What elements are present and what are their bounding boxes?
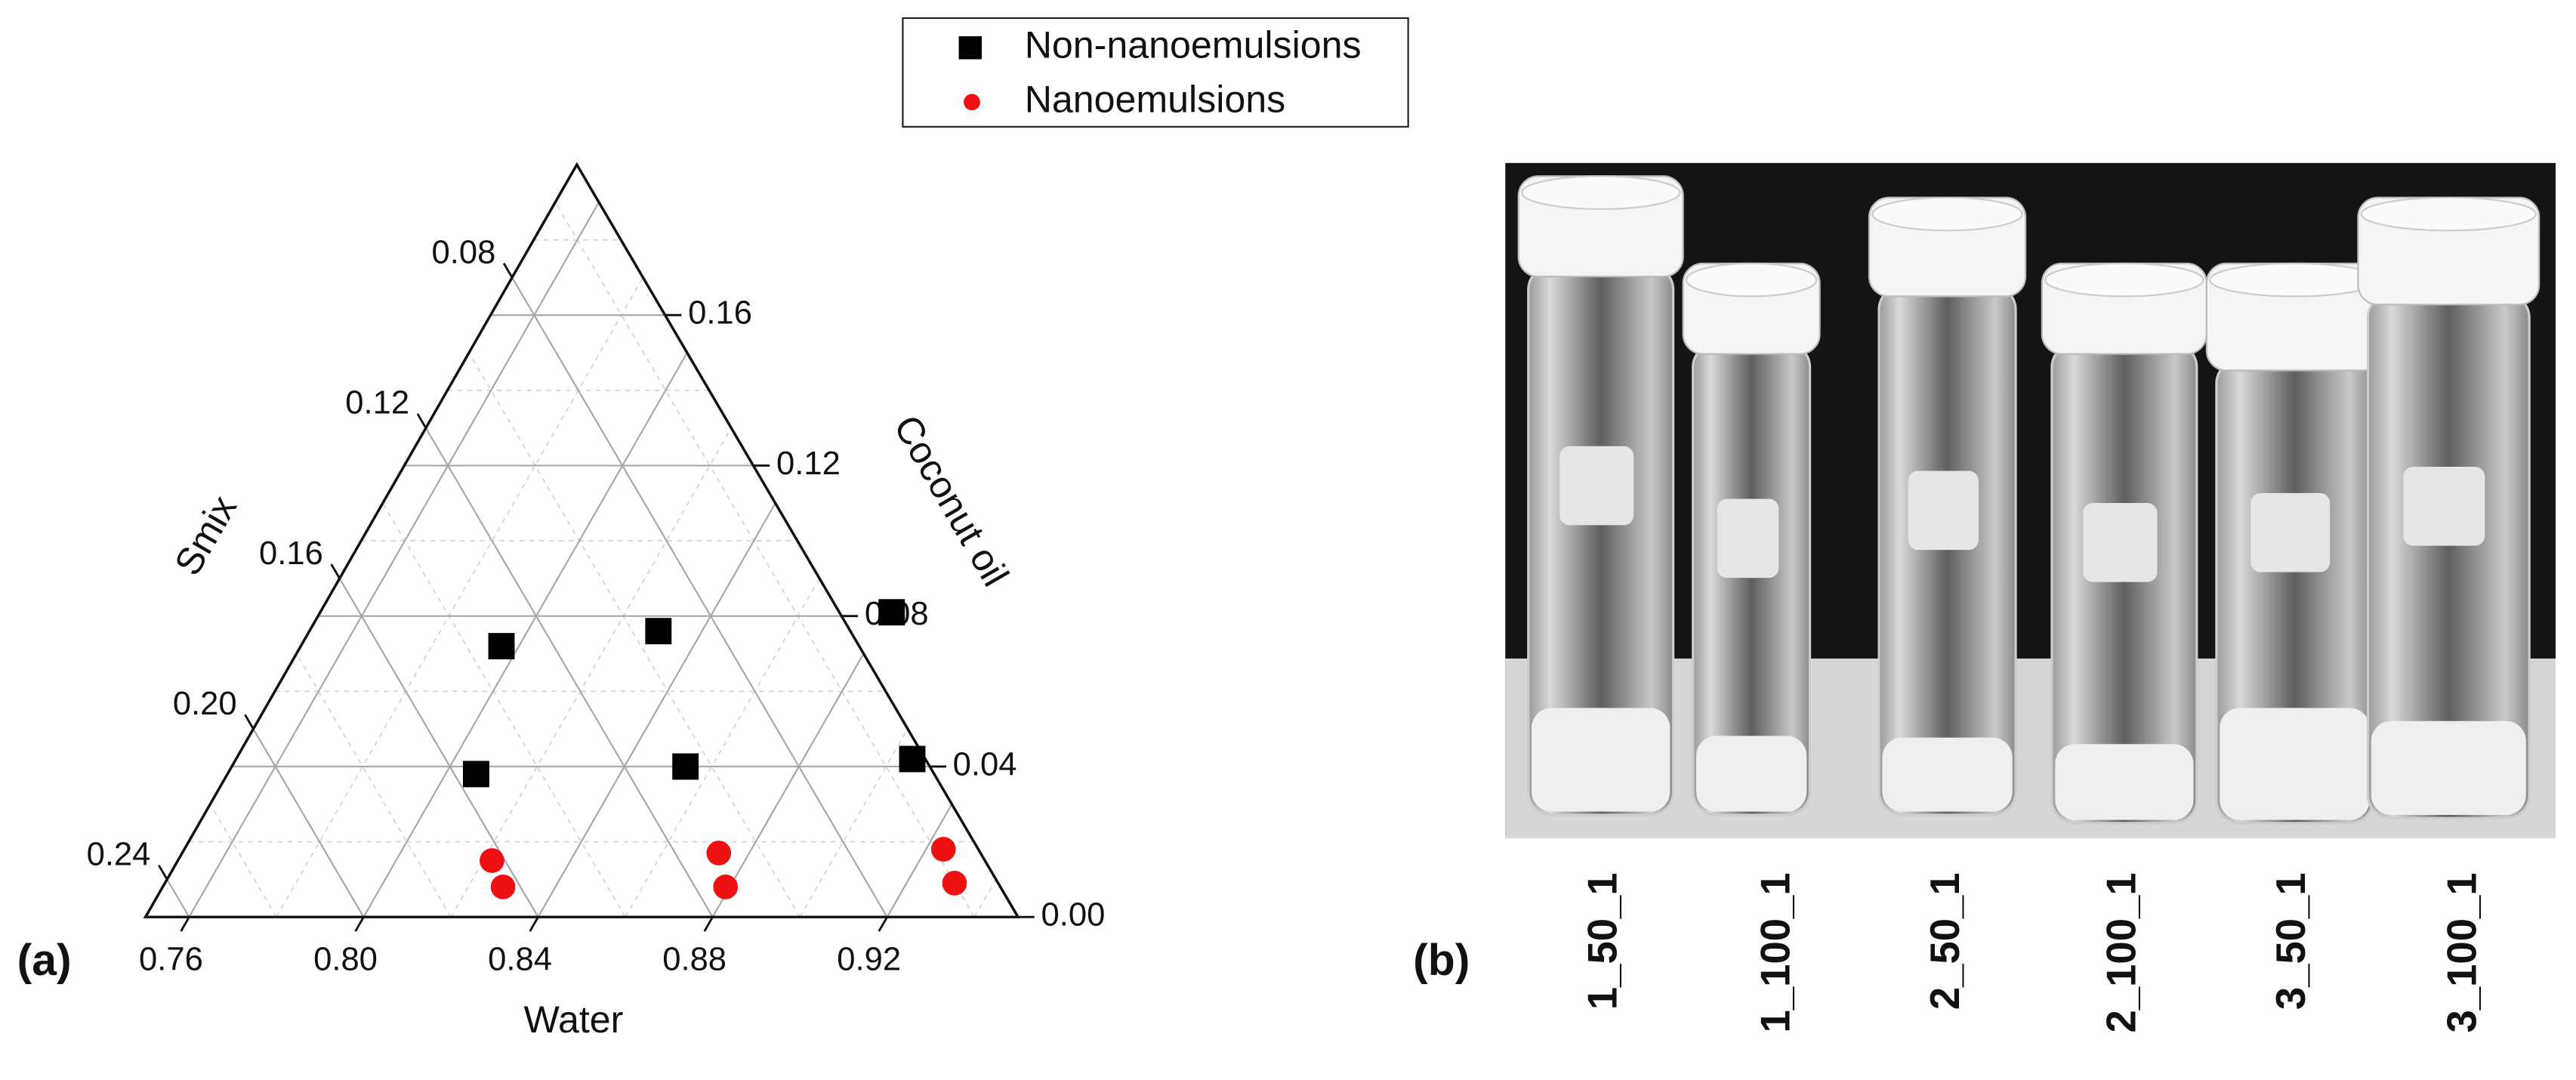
axis-title: Smix xyxy=(166,489,245,582)
vial-glass xyxy=(1877,285,2017,816)
tick-label: 0.84 xyxy=(488,942,552,978)
axis-title: Water xyxy=(524,998,624,1041)
point xyxy=(488,633,515,659)
tick-mark xyxy=(354,916,365,932)
vial-sediment xyxy=(2055,744,2194,820)
tick-label: 0.16 xyxy=(259,535,323,572)
point xyxy=(463,761,489,788)
vial-sediment xyxy=(1882,737,2013,812)
minor-grid-line xyxy=(209,804,277,918)
minor-grid-line xyxy=(554,202,975,918)
tick-label: 0.92 xyxy=(837,942,901,978)
vial-sticker xyxy=(1717,498,1779,579)
point xyxy=(645,618,672,645)
sample-label: 1_50_1 xyxy=(1580,872,1626,1010)
grid-line xyxy=(188,202,600,918)
vial-cap-top xyxy=(2209,262,2380,298)
axis-title: Coconut oil xyxy=(886,408,1017,593)
minor-grid-line xyxy=(382,502,626,918)
minor-grid-line xyxy=(295,653,452,918)
point xyxy=(713,874,739,899)
tick-mark xyxy=(502,262,514,279)
vial-sticker xyxy=(2251,492,2331,572)
vial-cap-top xyxy=(1871,196,2023,232)
tick-label: 0.12 xyxy=(776,446,841,482)
sample-label: 3_100_1 xyxy=(2439,872,2485,1032)
tick-mark xyxy=(416,413,427,429)
panel-label: (b) xyxy=(1413,936,1470,985)
vial-sticker xyxy=(2083,502,2158,582)
vial-sticker xyxy=(2403,466,2485,546)
tick-label: 0.80 xyxy=(313,942,378,978)
grid-line xyxy=(252,728,365,918)
grid-line xyxy=(166,878,190,918)
tick-label: 0.12 xyxy=(345,385,409,421)
minor-grid-line xyxy=(450,427,733,918)
tick-mark xyxy=(157,864,168,881)
tick-label: 0.76 xyxy=(139,942,203,978)
point xyxy=(706,841,732,866)
tick-mark xyxy=(703,916,714,932)
tick-mark xyxy=(878,916,888,932)
vial-cap-top xyxy=(2360,196,2537,232)
vial-sediment xyxy=(1532,708,1671,812)
tick-mark xyxy=(330,563,341,579)
grid-line xyxy=(886,804,953,918)
vial-cap-top xyxy=(1685,262,1818,298)
vial-sediment xyxy=(1696,736,1807,812)
tick-mark xyxy=(244,714,255,730)
minor-grid-line xyxy=(468,352,801,918)
point xyxy=(672,753,699,780)
triangle-frame xyxy=(143,162,1021,918)
sample-label: 2_100_1 xyxy=(2098,872,2144,1032)
legend-label: Nanoemulsions xyxy=(1025,78,1286,120)
legend-marker xyxy=(964,94,980,111)
tick-label: 0.04 xyxy=(953,746,1017,782)
tick-label: 0.88 xyxy=(662,942,727,978)
minor-grid-line xyxy=(799,728,909,918)
grid-line xyxy=(511,276,888,918)
point xyxy=(480,848,504,873)
ternary-plot: 0.76 0.80 0.84 0.88 0.92 0.00 0.04 0.08 0.12 0.16… xyxy=(87,162,1106,1041)
vial-sediment xyxy=(2371,721,2526,816)
grid-line xyxy=(424,427,714,918)
legend-box xyxy=(902,17,1409,128)
grid-line xyxy=(362,352,688,918)
vial-sticker xyxy=(1559,446,1634,526)
sample-label: 3_50_1 xyxy=(2268,872,2314,1010)
point xyxy=(899,745,926,773)
tick-mark xyxy=(180,916,190,932)
grid-line xyxy=(537,502,776,918)
vial-sediment xyxy=(2220,708,2370,820)
tick-label: 0.08 xyxy=(431,234,495,270)
tick-mark xyxy=(529,916,539,932)
tick-label: 0.20 xyxy=(173,686,237,722)
photo-panel xyxy=(1505,162,2556,838)
point xyxy=(878,599,905,626)
vial-cap-top xyxy=(2044,262,2204,298)
sample-label: 1_100_1 xyxy=(1752,872,1798,1032)
grid-line xyxy=(711,653,865,918)
vial-sticker xyxy=(1908,471,1979,551)
point xyxy=(942,871,967,896)
tick-label: 0.16 xyxy=(688,295,752,332)
vial-cap-top xyxy=(1520,175,1681,210)
tick-label: 0.00 xyxy=(1041,897,1106,933)
point xyxy=(490,874,516,899)
sample-label: 2_50_1 xyxy=(1922,872,1968,1010)
point xyxy=(930,837,956,862)
legend-marker xyxy=(958,35,983,60)
panel-label: (a) xyxy=(17,936,72,985)
tick-label: 0.24 xyxy=(87,836,151,872)
minor-grid-line xyxy=(276,276,644,918)
grid-line xyxy=(338,578,539,918)
legend-label: Non-nanoemulsions xyxy=(1025,23,1362,66)
minor-grid-line xyxy=(973,878,997,918)
